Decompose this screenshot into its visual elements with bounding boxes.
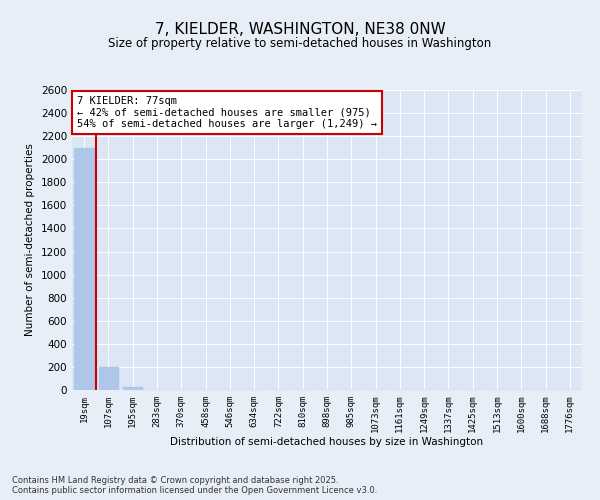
Y-axis label: Number of semi-detached properties: Number of semi-detached properties [25, 144, 35, 336]
Text: 7, KIELDER, WASHINGTON, NE38 0NW: 7, KIELDER, WASHINGTON, NE38 0NW [155, 22, 445, 38]
X-axis label: Distribution of semi-detached houses by size in Washington: Distribution of semi-detached houses by … [170, 436, 484, 446]
Text: 7 KIELDER: 77sqm
← 42% of semi-detached houses are smaller (975)
54% of semi-det: 7 KIELDER: 77sqm ← 42% of semi-detached … [77, 96, 377, 129]
Text: Contains HM Land Registry data © Crown copyright and database right 2025.
Contai: Contains HM Land Registry data © Crown c… [12, 476, 377, 495]
Bar [74, 148, 94, 390]
Text: Size of property relative to semi-detached houses in Washington: Size of property relative to semi-detach… [109, 38, 491, 51]
Bar [99, 367, 118, 390]
Bar [123, 386, 142, 390]
